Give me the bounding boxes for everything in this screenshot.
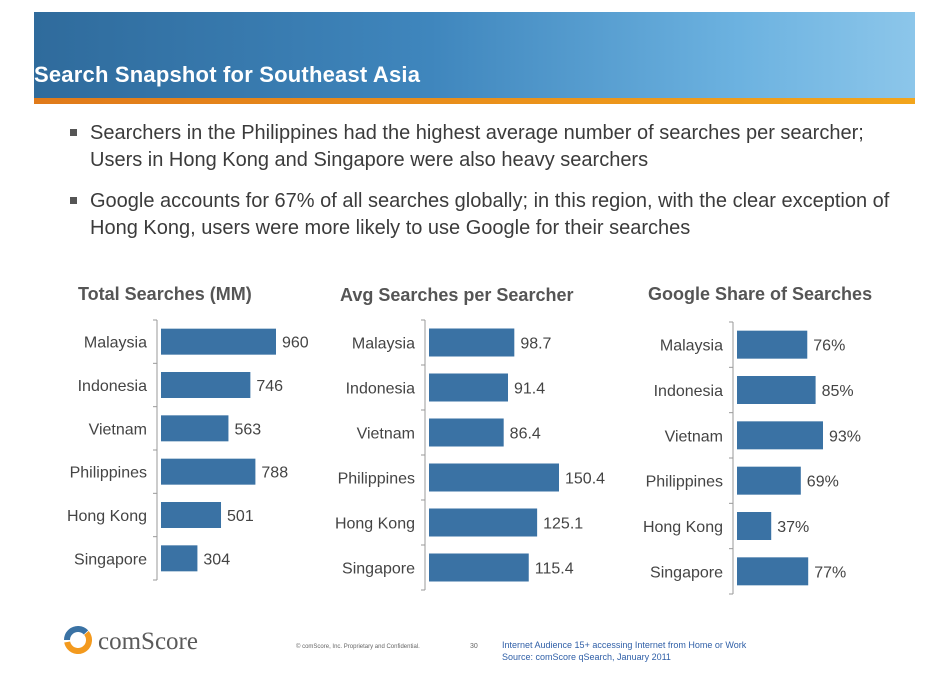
- chart-2-value-label: 76%: [813, 338, 845, 355]
- chart-1-category-label: Hong Kong: [335, 516, 415, 533]
- bullet-item: Searchers in the Philippines had the hig…: [68, 120, 908, 174]
- header-banner: [34, 12, 915, 98]
- chart-0-category-label: Indonesia: [78, 378, 147, 395]
- chart-0-value-label: 563: [234, 421, 261, 438]
- chart-2-value-label: 77%: [814, 564, 846, 581]
- chart-2-bar: [737, 557, 809, 586]
- chart-title-google-share: Google Share of Searches: [648, 284, 873, 304]
- footer-source-line1: Internet Audience 15+ accessing Internet…: [502, 640, 747, 650]
- chart-2-value-label: 85%: [822, 383, 854, 400]
- chart-2-value-label: 37%: [777, 519, 809, 536]
- chart-0-bar: [161, 502, 222, 528]
- bullet-list: Searchers in the Philippines had the hig…: [68, 120, 908, 256]
- chart-0-value-label: 746: [256, 378, 283, 395]
- chart-0-category-label: Vietnam: [89, 421, 147, 438]
- chart-1-value-label: 125.1: [543, 516, 583, 533]
- chart-2-category-label: Philippines: [646, 474, 723, 491]
- chart-1-bar: [429, 508, 538, 537]
- chart-1-category-label: Indonesia: [346, 381, 415, 398]
- footer-source-line2: Source: comScore qSearch, January 2011: [502, 652, 671, 662]
- chart-2-value-label: 69%: [807, 474, 839, 491]
- chart-0-bar: [161, 415, 229, 442]
- chart-2-bar: [737, 466, 801, 495]
- chart-2-bar: [737, 376, 816, 404]
- chart-0-value-label: 788: [261, 465, 288, 482]
- chart-1-bar: [429, 463, 559, 492]
- chart-2-category-label: Indonesia: [654, 383, 723, 400]
- chart-2-value-label: 93%: [829, 428, 861, 445]
- slide-title: Search Snapshot for Southeast Asia: [34, 62, 421, 87]
- chart-0-value-label: 960: [282, 335, 309, 352]
- chart-0-category-label: Singapore: [74, 551, 147, 568]
- chart-0-category-label: Philippines: [70, 465, 147, 482]
- footer-page-number: 30: [470, 643, 478, 650]
- chart-2-category-label: Malaysia: [660, 338, 723, 355]
- chart-1-bar: [429, 553, 529, 582]
- chart-2-bar: [737, 330, 808, 359]
- header-stripe: [34, 98, 915, 104]
- chart-2-category-label: Vietnam: [665, 428, 723, 445]
- chart-1-value-label: 91.4: [514, 381, 545, 398]
- chart-0-bar: [161, 458, 256, 485]
- chart-1-category-label: Singapore: [342, 561, 415, 578]
- logo-text: comScore: [98, 628, 198, 655]
- chart-1-bar: [429, 373, 509, 402]
- chart-1-bar: [429, 418, 504, 447]
- chart-2-bar: [737, 421, 823, 450]
- chart-2-category-label: Singapore: [650, 564, 723, 581]
- chart-1-category-label: Vietnam: [357, 426, 415, 443]
- comscore-logo: comScore: [64, 624, 254, 663]
- bullet-item: Google accounts for 67% of all searches …: [68, 188, 908, 242]
- comscore-logo-mark: comScore: [64, 626, 198, 655]
- chart-0-value-label: 304: [203, 551, 230, 568]
- chart-title-total-searches: Total Searches (MM): [78, 284, 252, 304]
- footer-source: Internet Audience 15+ accessing Internet…: [502, 639, 746, 663]
- chart-1-value-label: 115.4: [535, 561, 574, 578]
- chart-1-value-label: 86.4: [510, 426, 541, 443]
- chart-1-bar: [429, 328, 515, 357]
- chart-1-category-label: Philippines: [338, 471, 415, 488]
- chart-1-value-label: 150.4: [565, 471, 605, 488]
- chart-0-bar: [161, 372, 251, 398]
- chart-0-category-label: Hong Kong: [67, 508, 147, 525]
- chart-1-category-label: Malaysia: [352, 336, 415, 353]
- footer-copyright: © comScore, Inc. Proprietary and Confide…: [296, 644, 420, 650]
- chart-2-category-label: Hong Kong: [643, 519, 723, 536]
- chart-title-avg-searches: Avg Searches per Searcher: [340, 285, 574, 305]
- chart-0-bar: [161, 545, 198, 572]
- chart-0-value-label: 501: [227, 508, 254, 525]
- chart-1-value-label: 98.7: [520, 336, 551, 353]
- chart-0-bar: [161, 328, 276, 355]
- chart-2-bar: [737, 512, 772, 540]
- chart-0-category-label: Malaysia: [84, 335, 147, 352]
